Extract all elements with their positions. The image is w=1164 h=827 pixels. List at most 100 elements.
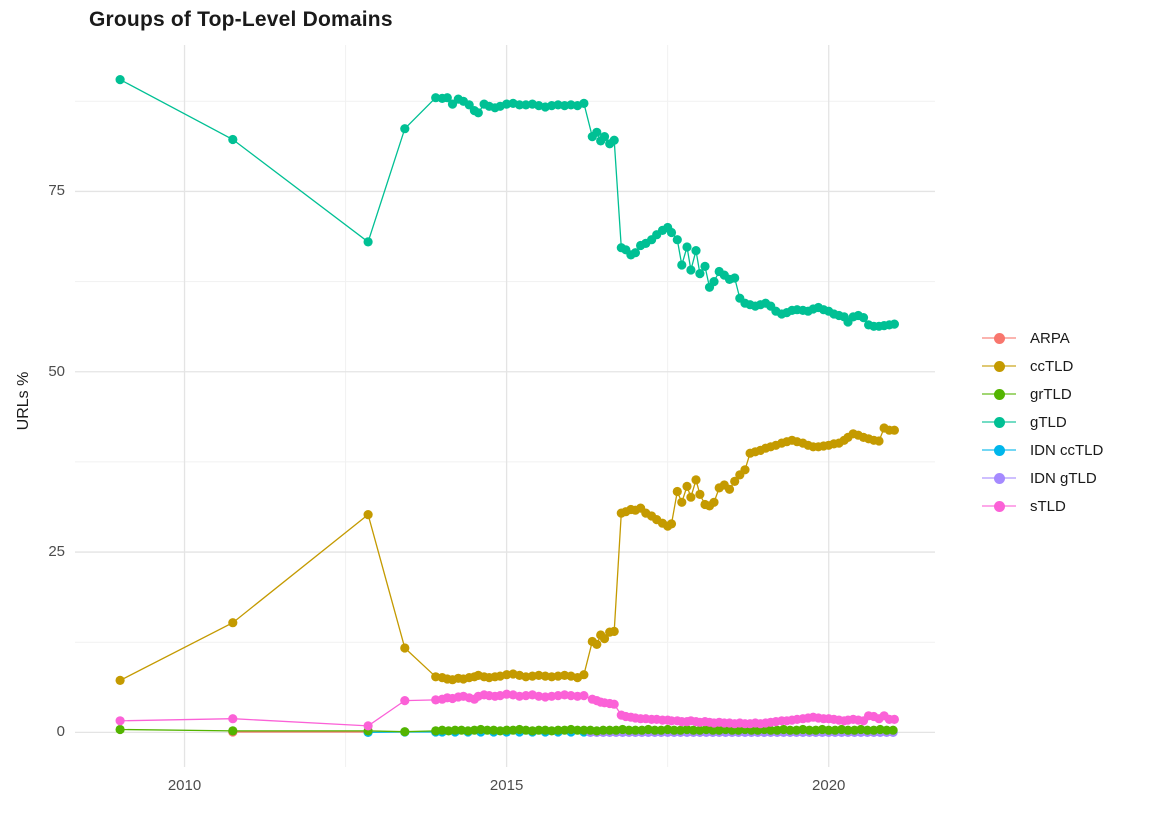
- data-point: [534, 725, 544, 735]
- data-point: [686, 492, 696, 502]
- data-point: [228, 726, 238, 736]
- data-point: [824, 725, 834, 735]
- data-point: [553, 725, 563, 735]
- data-point: [874, 436, 884, 446]
- data-point: [514, 100, 525, 110]
- legend-item-IDN-gTLD: IDN gTLD: [982, 464, 1103, 492]
- y-tick-label: 25: [48, 543, 65, 561]
- legend-key-dot: [993, 416, 1005, 428]
- data-point: [400, 643, 410, 653]
- data-point: [740, 465, 750, 475]
- data-point: [579, 691, 589, 701]
- series-sTLD: [115, 689, 900, 731]
- legend-item-gTLD: gTLD: [982, 408, 1103, 436]
- data-point: [804, 725, 815, 735]
- data-point: [115, 724, 125, 735]
- data-point: [363, 509, 373, 520]
- data-point: [708, 725, 718, 735]
- data-point: [598, 725, 608, 735]
- legend-item-ccTLD: ccTLD: [982, 352, 1103, 380]
- x-tick-label: 2015: [489, 777, 524, 794]
- data-point: [609, 626, 619, 637]
- legend-label: grTLD: [1030, 385, 1072, 403]
- data-point: [599, 132, 610, 142]
- data-point: [889, 425, 900, 435]
- data-point: [785, 725, 795, 735]
- legend-key-icon: [982, 499, 1016, 513]
- data-point: [609, 699, 619, 709]
- data-point: [442, 93, 452, 103]
- data-point: [400, 124, 410, 134]
- data-point: [363, 721, 373, 731]
- data-point: [677, 497, 687, 507]
- data-point: [450, 725, 460, 735]
- data-point: [700, 261, 710, 271]
- legend-item-IDN-ccTLD: IDN ccTLD: [982, 436, 1103, 464]
- data-point: [630, 248, 641, 258]
- data-point: [672, 235, 682, 245]
- data-point: [686, 265, 696, 275]
- legend: ARPA ccTLD grTLD gTLD IDN ccTLD IDN gTLD sTLD: [982, 324, 1103, 520]
- data-point: [682, 242, 692, 252]
- legend-label: gTLD: [1030, 413, 1067, 431]
- data-point: [363, 237, 373, 247]
- legend-key-dot: [993, 444, 1005, 456]
- legend-key-dot: [993, 360, 1005, 372]
- data-point: [666, 519, 677, 529]
- data-point: [889, 714, 900, 725]
- legend-key-dot: [993, 472, 1005, 484]
- legend-key-icon: [982, 415, 1016, 429]
- data-point: [572, 725, 583, 735]
- data-point: [691, 475, 701, 485]
- data-point: [592, 639, 602, 650]
- data-point: [579, 98, 589, 108]
- data-point: [115, 675, 125, 686]
- data-point: [858, 313, 869, 323]
- data-point: [400, 727, 410, 737]
- major-gridlines: [75, 45, 935, 767]
- data-point: [888, 725, 898, 735]
- legend-item-grTLD: grTLD: [982, 380, 1103, 408]
- data-point: [592, 127, 602, 137]
- data-point: [502, 725, 512, 735]
- legend-key-icon: [982, 387, 1016, 401]
- data-point: [115, 75, 125, 85]
- data-point: [889, 319, 900, 329]
- legend-label: IDN ccTLD: [1030, 441, 1104, 459]
- data-point: [677, 260, 687, 270]
- data-point: [709, 277, 719, 287]
- series-ARPA: [228, 727, 373, 737]
- y-tick-label: 50: [48, 362, 65, 380]
- data-point: [862, 725, 873, 735]
- data-point: [882, 725, 892, 735]
- data-point: [630, 725, 641, 735]
- legend-label: ccTLD: [1030, 357, 1074, 375]
- legend-key-icon: [982, 359, 1016, 373]
- y-tick-label: 0: [56, 723, 65, 741]
- data-point: [624, 725, 634, 735]
- data-point: [724, 484, 735, 494]
- data-point: [579, 725, 589, 735]
- legend-key-icon: [982, 443, 1016, 457]
- legend-item-sTLD: sTLD: [982, 492, 1103, 520]
- data-point: [579, 670, 589, 680]
- data-point: [609, 135, 619, 145]
- data-point: [669, 725, 679, 735]
- data-point: [688, 725, 699, 735]
- y-tick-label: 75: [48, 182, 65, 200]
- legend-label: ARPA: [1030, 329, 1070, 347]
- data-point: [482, 725, 492, 735]
- data-point: [666, 227, 677, 238]
- data-point: [766, 725, 776, 735]
- data-point: [400, 696, 410, 706]
- minor-gridlines: [75, 45, 935, 767]
- legend-key-dot: [993, 500, 1005, 512]
- data-point: [599, 634, 610, 644]
- data-point: [730, 476, 740, 486]
- legend-key-icon: [982, 471, 1016, 485]
- data-point: [473, 108, 483, 118]
- x-tick-label: 2020: [812, 777, 846, 794]
- data-point: [672, 486, 682, 497]
